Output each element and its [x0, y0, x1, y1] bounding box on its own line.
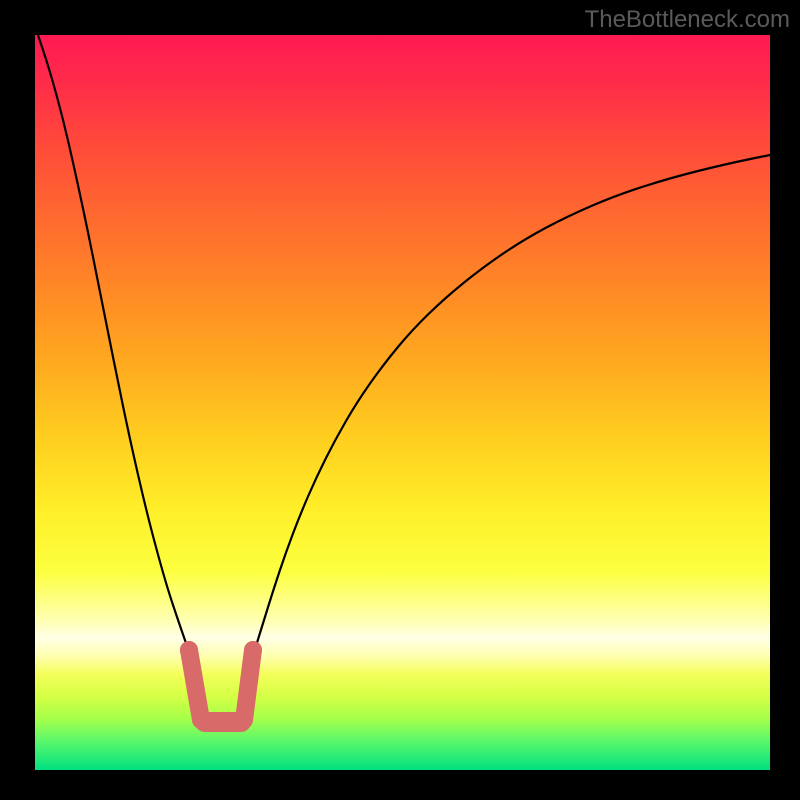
watermark-text: TheBottleneck.com: [585, 6, 790, 34]
plot-background: [35, 35, 770, 770]
plot-area: [0, 0, 800, 800]
chart-canvas: TheBottleneck.com: [0, 0, 800, 800]
